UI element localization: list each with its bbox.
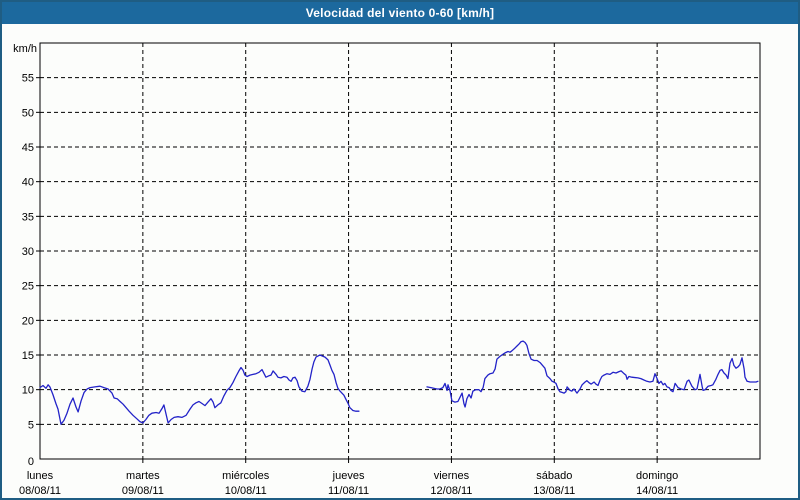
chart-title-bar: Velocidad del viento 0-60 [km/h] xyxy=(2,2,798,24)
chart-title: Velocidad del viento 0-60 [km/h] xyxy=(305,6,495,20)
x-date-label: 09/08/11 xyxy=(122,485,164,497)
x-date-label: 10/08/11 xyxy=(225,485,267,497)
x-day-label: sábado xyxy=(536,470,572,482)
x-date-label: 14/08/11 xyxy=(636,485,678,497)
y-tick-label: 10 xyxy=(22,385,34,397)
x-day-label: martes xyxy=(126,470,160,482)
y-tick-label: 40 xyxy=(22,177,34,189)
y-tick-label: 45 xyxy=(22,142,34,154)
x-day-label: viernes xyxy=(434,470,470,482)
x-date-label: 08/08/11 xyxy=(19,485,61,497)
y-tick-label: 35 xyxy=(22,211,34,223)
y-tick-label: 55 xyxy=(22,73,34,85)
y-tick-label: 0 xyxy=(28,456,34,468)
y-tick-label: 15 xyxy=(22,350,34,362)
y-tick-label: 25 xyxy=(22,281,34,293)
plot-border xyxy=(39,42,761,460)
y-tick-label: 50 xyxy=(22,107,34,119)
y-axis-unit-label: km/h xyxy=(13,43,37,55)
y-tick-label: 30 xyxy=(22,246,34,258)
x-day-label: domingo xyxy=(636,470,678,482)
x-day-label: miércoles xyxy=(222,470,270,482)
x-date-label: 12/08/11 xyxy=(430,485,472,497)
wind-speed-line xyxy=(39,354,360,425)
y-tick-label: 5 xyxy=(28,419,34,431)
wind-speed-chart: 0 5 10 15 20 25 30 35 40 45 50 55 km/h lunes 08/08/11 m… xyxy=(2,24,798,498)
x-day-label: jueves xyxy=(332,470,365,482)
x-date-label: 11/08/11 xyxy=(328,485,369,497)
wind-speed-plot: 0 5 10 15 20 25 30 35 40 45 50 55 km/h lunes 08/08/11 m… xyxy=(13,42,761,497)
wind-speed-line xyxy=(426,340,759,408)
x-day-label: lunes xyxy=(27,470,54,482)
x-date-label: 13/08/11 xyxy=(533,485,575,497)
y-tick-label: 20 xyxy=(22,315,34,327)
